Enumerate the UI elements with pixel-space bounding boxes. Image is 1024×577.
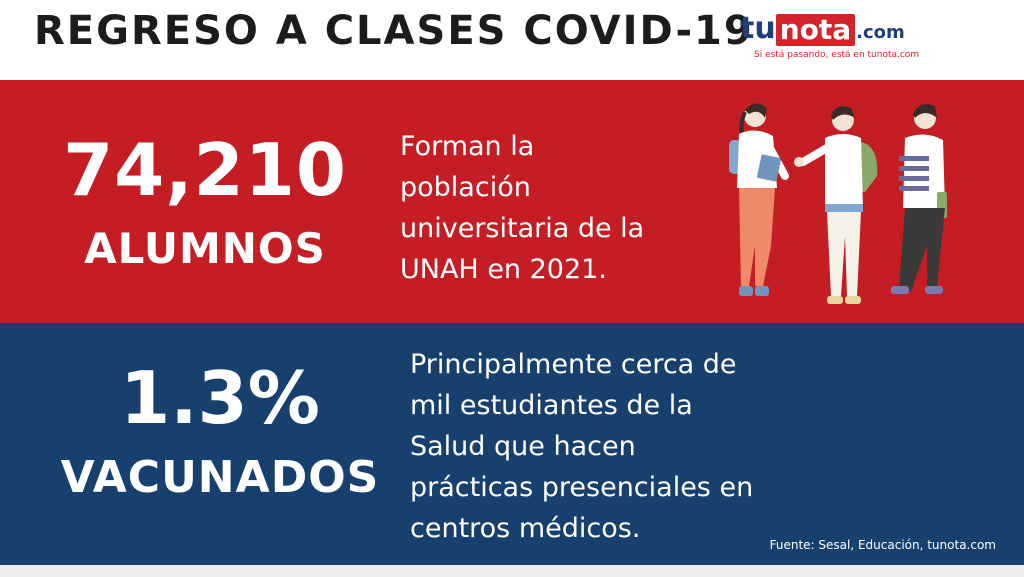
logo-tagline: Si está pasando, está en tunota.com xyxy=(754,50,920,60)
students-description-line: UNAH en 2021. xyxy=(400,254,607,285)
students-description: Forman la población universitaria de la … xyxy=(400,126,710,290)
tunota-logo[interactable]: tu nota .com Si está pasando, está en tu… xyxy=(740,12,930,66)
vaccinated-description-line: Salud que hacen xyxy=(410,431,636,462)
vaccinated-description-line: prácticas presenciales en xyxy=(410,472,754,503)
student-boy-figure xyxy=(794,106,878,304)
page-title: REGRESO A CLASES COVID-19 xyxy=(34,8,754,54)
students-description-line: universitaria de la xyxy=(400,213,645,244)
students-description-line: población xyxy=(400,172,531,203)
source-credit: Fuente: Sesal, Educación, tunota.com xyxy=(769,538,996,552)
vaccinated-panel xyxy=(0,323,1024,565)
vaccinated-description-line: centros médicos. xyxy=(410,513,641,544)
vaccinated-description-line: Principalmente cerca de xyxy=(410,349,737,380)
vaccinated-description: Principalmente cerca de mil estudiantes … xyxy=(410,344,830,549)
student-striped-figure xyxy=(891,104,947,294)
logo-com: .com xyxy=(856,22,905,43)
header: REGRESO A CLASES COVID-19 tu nota .com S… xyxy=(0,0,1024,80)
vaccinated-percentage: 1.3% xyxy=(120,356,320,440)
logo-nota: nota xyxy=(775,14,856,46)
logo-wordmark: tu nota .com xyxy=(740,12,905,46)
students-label: ALUMNOS xyxy=(84,224,326,273)
vaccinated-label: VACUNADOS xyxy=(60,452,380,503)
student-girl-figure xyxy=(729,103,789,296)
vaccinated-description-line: mil estudiantes de la xyxy=(410,390,693,421)
bottom-strip xyxy=(0,565,1024,577)
logo-tu: tu xyxy=(740,11,776,46)
students-walking-icon xyxy=(729,103,947,304)
students-description-line: Forman la xyxy=(400,131,535,162)
students-number: 74,210 xyxy=(63,128,347,212)
